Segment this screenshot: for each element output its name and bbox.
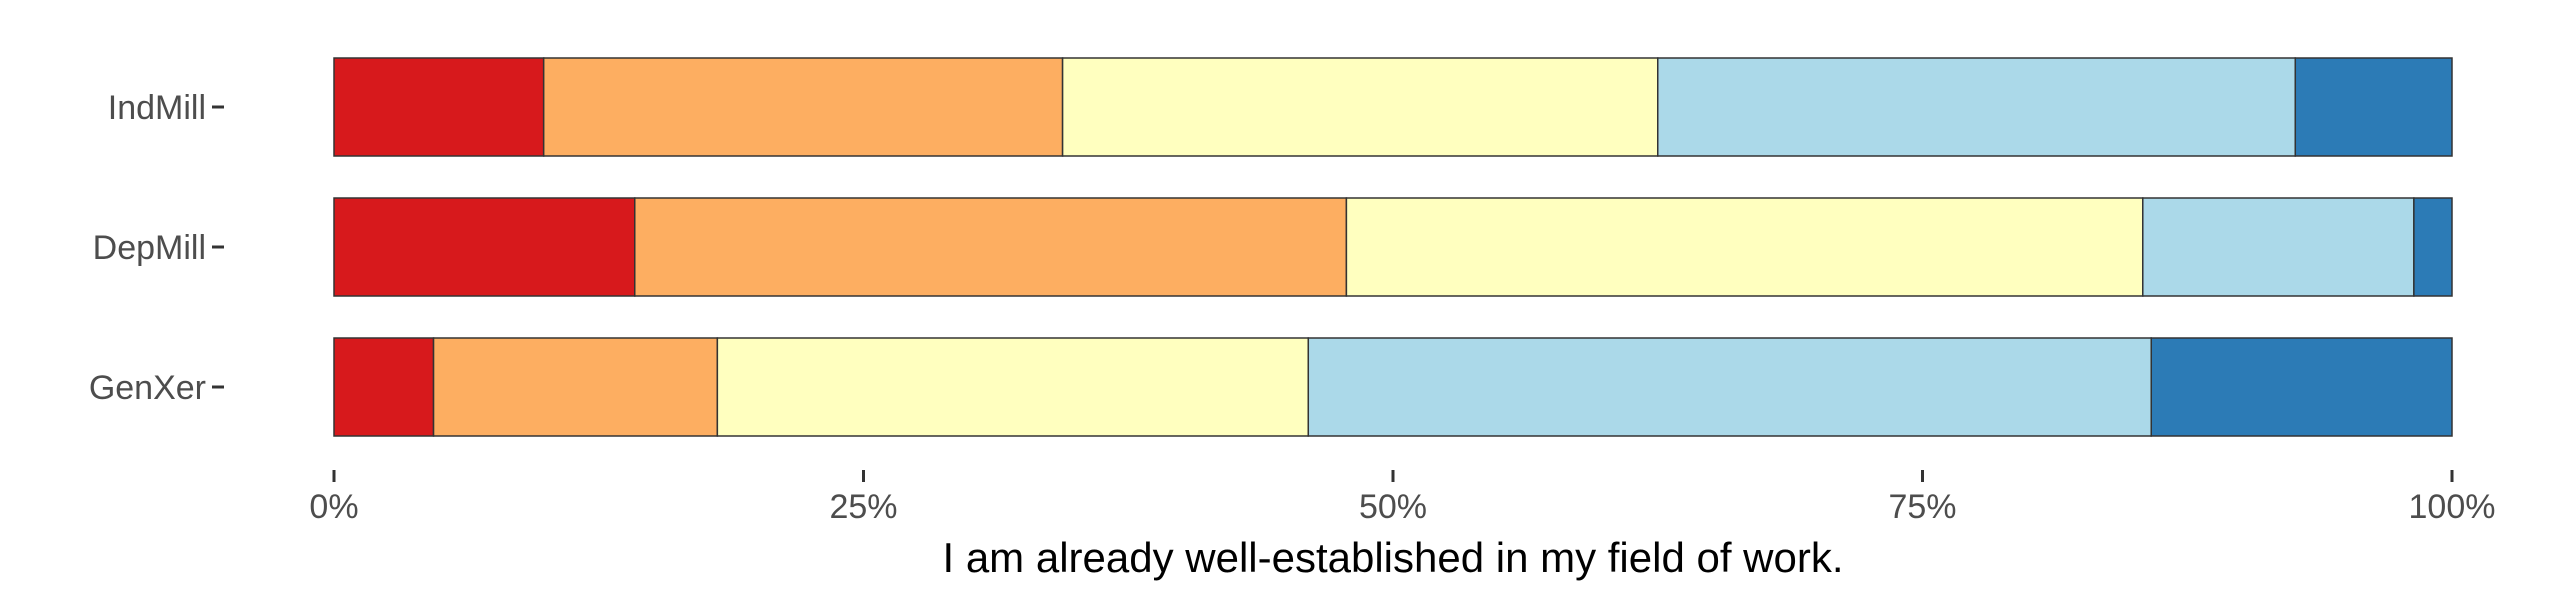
bar-segment-indmill-4 — [1657, 57, 2297, 157]
bars-layer — [333, 57, 2453, 437]
bar-segment-genxer-3 — [716, 337, 1310, 437]
bar-segment-depmill-2 — [634, 197, 1348, 297]
bar-segment-genxer-1 — [333, 337, 435, 437]
bar-segment-genxer-5 — [2150, 337, 2453, 437]
x-tick-label-50: 50% — [1359, 488, 1427, 526]
x-tick-label-0: 0% — [309, 488, 358, 526]
y-axis: IndMill DepMill GenXer — [89, 89, 224, 407]
bar-segment-depmill-4 — [2142, 197, 2415, 297]
y-tick-label-indmill: IndMill — [108, 89, 206, 127]
x-axis: 0% 25% 50% 75% 100% — [309, 470, 2495, 526]
x-axis-title: I am already well-established in my fiel… — [942, 534, 1843, 581]
bar-segment-indmill-3 — [1061, 57, 1659, 157]
bar-segment-depmill-5 — [2413, 197, 2453, 297]
x-tick-label-75: 75% — [1888, 488, 1956, 526]
bar-segment-genxer-4 — [1307, 337, 2152, 437]
bar-segment-indmill-2 — [542, 57, 1064, 157]
bar-segment-depmill-1 — [333, 197, 636, 297]
bar-segment-indmill-5 — [2294, 57, 2453, 157]
bar-segment-indmill-1 — [333, 57, 545, 157]
x-tick-label-25: 25% — [829, 488, 897, 526]
x-tick-label-100: 100% — [2409, 488, 2496, 526]
bar-segment-genxer-2 — [432, 337, 719, 437]
y-tick-label-depmill: DepMill — [93, 229, 206, 267]
bar-segment-depmill-3 — [1345, 197, 2144, 297]
y-tick-label-genxer: GenXer — [89, 369, 206, 407]
